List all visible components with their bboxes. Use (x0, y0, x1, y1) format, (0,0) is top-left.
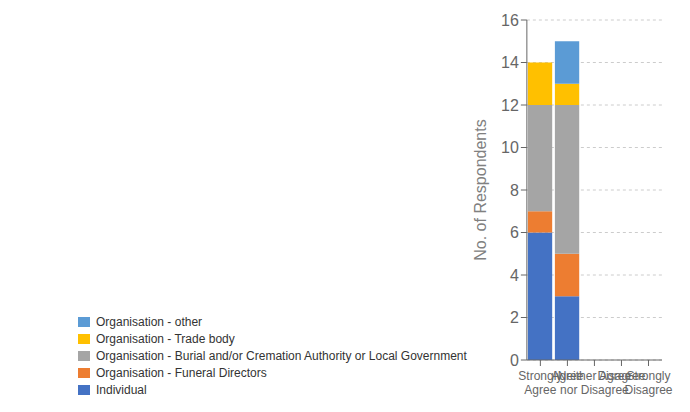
svg-text:14: 14 (501, 54, 519, 71)
svg-text:16: 16 (501, 12, 519, 29)
svg-text:0: 0 (510, 352, 519, 369)
svg-text:2: 2 (510, 309, 519, 326)
svg-text:6: 6 (510, 224, 519, 241)
svg-text:No. of Respondents: No. of Respondents (472, 119, 489, 260)
svg-text:StronglyDisagree: StronglyDisagree (624, 369, 672, 397)
svg-text:10: 10 (501, 139, 519, 156)
svg-text:8: 8 (510, 182, 519, 199)
svg-text:4: 4 (510, 267, 519, 284)
svg-text:12: 12 (501, 97, 519, 114)
